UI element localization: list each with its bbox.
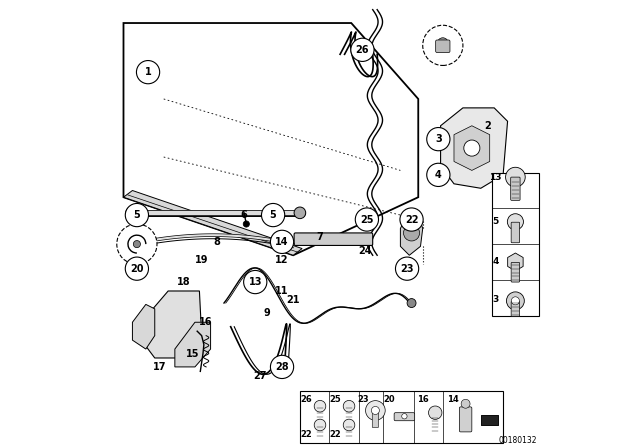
Circle shape [427,128,450,151]
Circle shape [294,207,306,219]
Text: 3: 3 [492,295,499,305]
Circle shape [314,401,326,412]
Circle shape [402,414,407,419]
Text: 22: 22 [330,430,342,439]
Circle shape [506,292,524,310]
Text: 24: 24 [358,246,371,256]
FancyBboxPatch shape [511,301,520,316]
FancyBboxPatch shape [511,263,520,282]
Circle shape [365,401,385,420]
Polygon shape [401,215,423,255]
Text: 27: 27 [253,371,266,381]
Text: 16: 16 [200,317,213,327]
Circle shape [396,257,419,280]
Circle shape [116,224,157,264]
Text: 25: 25 [360,215,374,224]
Text: 12: 12 [275,255,289,265]
Polygon shape [132,304,155,349]
Circle shape [423,25,463,65]
Circle shape [400,208,423,231]
Circle shape [438,38,448,48]
Text: 23: 23 [357,395,369,404]
Circle shape [136,60,159,84]
Polygon shape [124,190,302,255]
Text: 19: 19 [195,255,209,265]
Circle shape [511,297,520,305]
FancyBboxPatch shape [436,40,450,52]
Text: 3: 3 [435,134,442,144]
Circle shape [243,221,250,227]
Text: 14: 14 [447,395,458,404]
Text: 4: 4 [435,170,442,180]
Circle shape [355,208,378,231]
FancyBboxPatch shape [300,392,503,443]
Circle shape [429,406,442,419]
Text: 23: 23 [401,264,414,274]
Text: 1: 1 [145,67,152,77]
FancyBboxPatch shape [394,413,415,421]
Circle shape [464,140,480,156]
Text: 13: 13 [489,172,502,181]
Text: 2: 2 [484,121,491,131]
Text: 18: 18 [177,277,191,287]
Text: 7: 7 [317,233,323,242]
FancyBboxPatch shape [372,411,378,427]
Text: 20: 20 [384,395,396,404]
Circle shape [262,203,285,227]
Circle shape [403,225,420,241]
FancyBboxPatch shape [492,172,539,315]
Text: 4: 4 [492,258,499,267]
Circle shape [343,419,355,431]
Text: 17: 17 [152,362,166,372]
Text: 8: 8 [214,237,221,247]
Text: 14: 14 [275,237,289,247]
Text: 22: 22 [405,215,419,224]
Text: 5: 5 [492,217,499,226]
Text: 6: 6 [241,210,248,220]
Circle shape [351,38,374,61]
Polygon shape [454,126,490,170]
Circle shape [371,406,380,414]
FancyBboxPatch shape [294,233,372,246]
Text: 00180132: 00180132 [498,436,536,445]
Text: 9: 9 [263,308,270,319]
Text: 11: 11 [275,286,289,296]
Text: 25: 25 [330,395,342,404]
FancyBboxPatch shape [511,222,520,243]
Circle shape [314,419,326,431]
Text: 16: 16 [417,395,429,404]
Text: 5: 5 [134,210,140,220]
Text: 26: 26 [301,395,312,404]
Text: 15: 15 [186,349,200,358]
Text: 22: 22 [301,430,312,439]
Circle shape [125,257,148,280]
Circle shape [271,230,294,254]
Polygon shape [141,291,202,358]
Circle shape [407,298,416,307]
Text: 20: 20 [130,264,143,274]
Circle shape [343,401,355,412]
Circle shape [125,203,148,227]
Circle shape [244,271,267,294]
Circle shape [271,355,294,379]
FancyBboxPatch shape [460,407,472,432]
FancyBboxPatch shape [481,415,498,425]
FancyBboxPatch shape [511,177,520,200]
Polygon shape [175,322,211,367]
Circle shape [461,399,470,408]
Circle shape [133,241,140,248]
Text: 28: 28 [275,362,289,372]
Circle shape [427,163,450,186]
Text: 13: 13 [248,277,262,287]
Circle shape [508,214,524,230]
Text: 5: 5 [269,210,276,220]
Text: 21: 21 [287,295,300,305]
Polygon shape [440,108,508,188]
Text: 26: 26 [356,45,369,55]
Circle shape [125,207,138,219]
Circle shape [506,167,525,187]
